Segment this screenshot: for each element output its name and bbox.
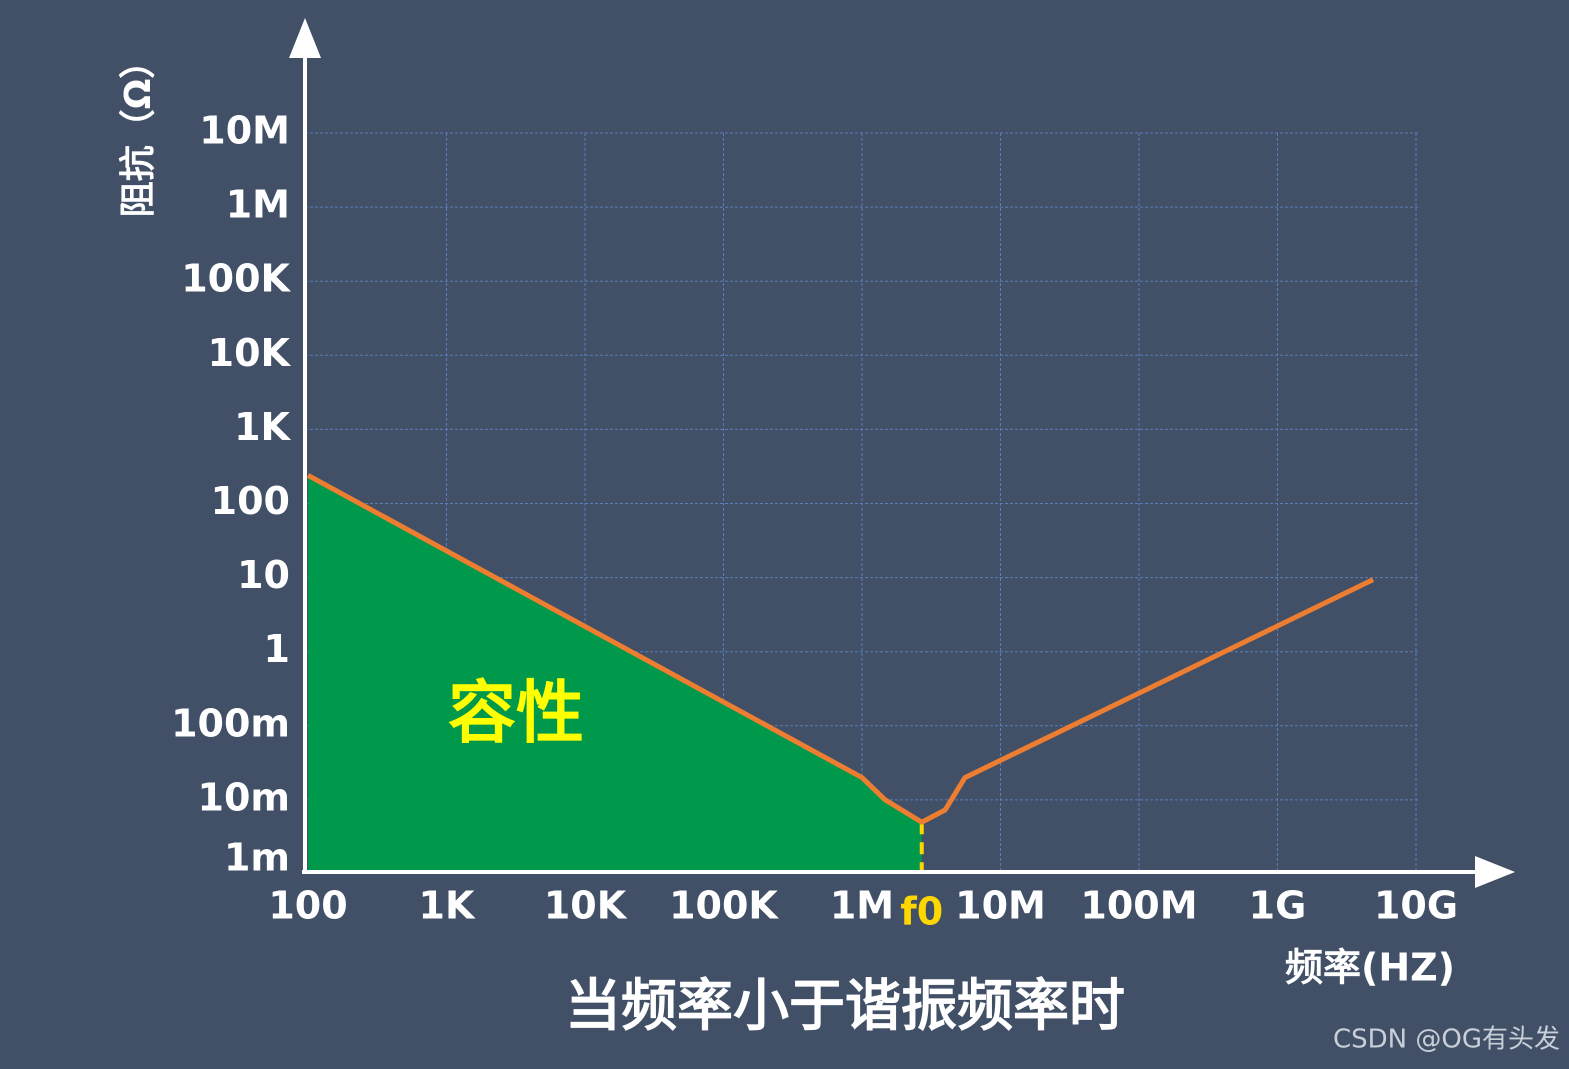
x-tick-label: 1K [419, 884, 476, 928]
y-tick-label: 1m [224, 836, 290, 880]
x-tick-label: 1G [1249, 884, 1307, 928]
y-tick-label: 1 [264, 627, 290, 671]
y-tick-label: 1K [234, 405, 291, 449]
x-tick-label: 10M [955, 884, 1046, 928]
y-tick-label: 10K [208, 331, 292, 375]
y-tick-label: 1M [226, 183, 290, 227]
y-tick-label: 10M [199, 109, 290, 153]
y-tick-label: 100K [181, 257, 291, 301]
chart-title: 当频率小于谐振频率时 [565, 974, 1125, 1039]
x-axis-label: 频率(HZ) [1285, 946, 1455, 990]
x-tick-label: 10G [1374, 884, 1458, 928]
capacitive-area [308, 475, 922, 872]
x-tick-label: 1M [830, 884, 894, 928]
y-axis-label: 阻抗（Ω） [117, 43, 159, 218]
watermark: CSDN @OG有头发 [1333, 1025, 1560, 1055]
y-tick-label: 100m [171, 701, 290, 745]
impedance-line [306, 473, 1375, 825]
y-tick-label: 100 [211, 479, 290, 523]
x-tick-label: 100K [669, 884, 779, 928]
area-label: 容性 [448, 675, 584, 754]
f0-label: f0 [900, 890, 943, 934]
x-tick-label: 10K [544, 884, 628, 928]
plot: 容性 [306, 473, 1375, 872]
x-tick-label: 100 [268, 884, 347, 928]
x-tick-label: 100M [1080, 884, 1197, 928]
y-tick-label: 10m [198, 775, 290, 819]
y-tick-label: 10 [237, 553, 290, 597]
